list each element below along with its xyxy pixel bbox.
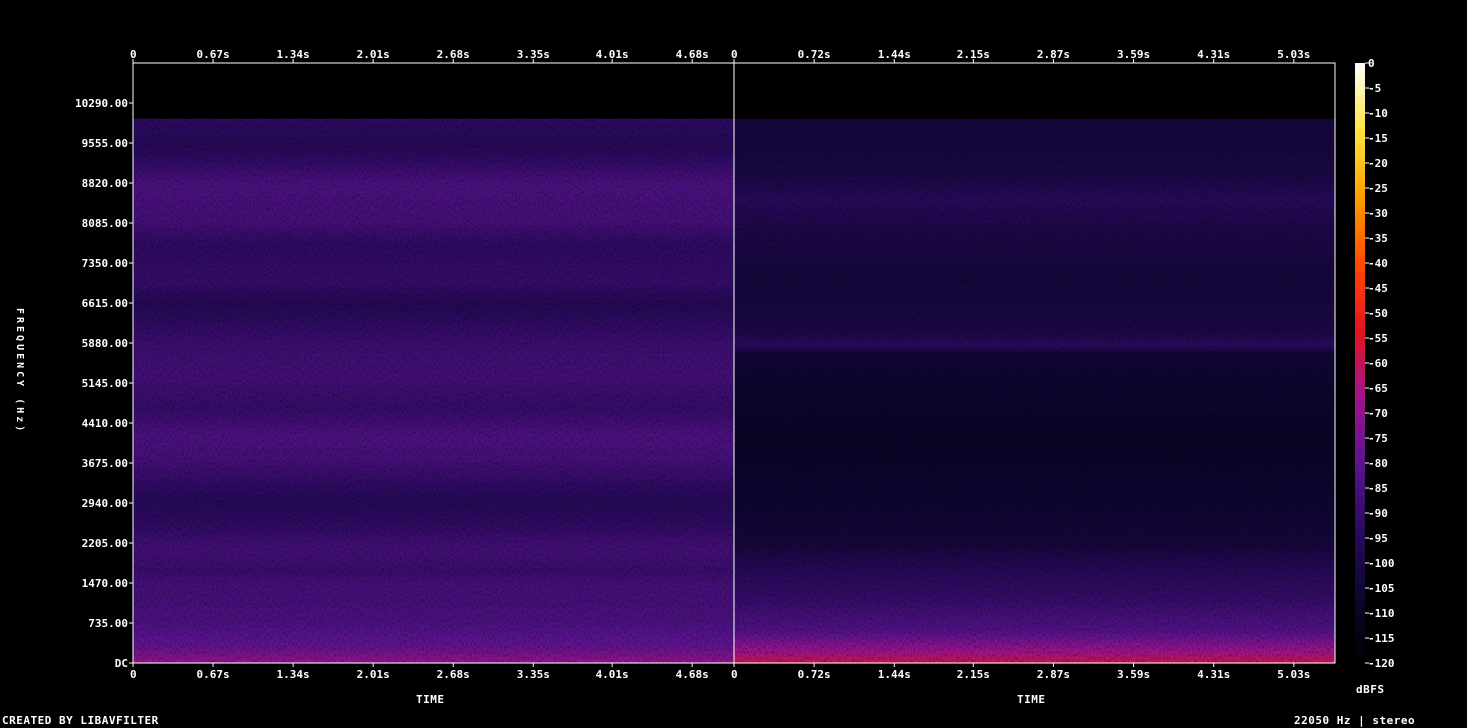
freq-tick-label: 7350.00	[82, 257, 128, 270]
colorbar-tick-label: -55	[1368, 332, 1388, 345]
time-tick-label-bottom: 0	[731, 668, 738, 681]
time-tick-label-top: 3.59s	[1117, 48, 1150, 61]
freq-tick-label: 2205.00	[82, 537, 128, 550]
x-axis-label-left: TIME	[416, 693, 445, 706]
panel-frame	[733, 62, 1336, 664]
time-tick-label-top: 5.03s	[1277, 48, 1310, 61]
time-tick-label-bottom: 3.35s	[517, 668, 550, 681]
time-tick-label-bottom: 4.01s	[596, 668, 629, 681]
freq-tick-label: 2940.00	[82, 497, 128, 510]
time-tick-label-top: 0.72s	[798, 48, 831, 61]
colorbar-tick-label: -75	[1368, 432, 1388, 445]
time-tick-label-top: 4.31s	[1197, 48, 1230, 61]
freq-tick-label: 10290.00	[75, 97, 128, 110]
freq-tick-label: DC	[115, 657, 128, 670]
freq-tick-label: 1470.00	[82, 577, 128, 590]
colorbar-tick-label: -115	[1368, 632, 1395, 645]
time-tick-label-bottom: 5.03s	[1277, 668, 1310, 681]
colorbar-tick-label: -110	[1368, 607, 1395, 620]
time-tick-label-top: 2.01s	[357, 48, 390, 61]
colorbar-tick-label: -15	[1368, 132, 1388, 145]
colorbar-tick-label: -5	[1368, 82, 1381, 95]
colorbar: 0 -5 -10 -15 -20 -25 -30 -35 -40 -45 -50 -55 -60 -65 -…	[1355, 57, 1395, 670]
spectrogram-panel-right	[734, 63, 1335, 664]
colorbar-tick-label: -85	[1368, 482, 1388, 495]
time-tick-label-top: 3.35s	[517, 48, 550, 61]
time-tick-label-bottom: 3.59s	[1117, 668, 1150, 681]
colorbar-tick-label: -25	[1368, 182, 1388, 195]
colorbar-tick-label: -70	[1368, 407, 1388, 420]
time-tick-label-top: 4.68s	[676, 48, 709, 61]
freq-tick-label: 3675.00	[82, 457, 128, 470]
time-tick-label-top: 2.15s	[957, 48, 990, 61]
freq-tick-label: 5880.00	[82, 337, 128, 350]
time-tick-label-bottom: 0.67s	[196, 668, 229, 681]
footer-format: 22050 Hz | stereo	[1294, 714, 1416, 727]
time-tick-label-top: 1.44s	[878, 48, 911, 61]
time-tick-label-bottom: 4.68s	[676, 668, 709, 681]
spectrogram-texture	[734, 118, 1335, 664]
colorbar-tick-label: -105	[1368, 582, 1395, 595]
time-tick-label-top: 1.34s	[277, 48, 310, 61]
colorbar-tick-label: -20	[1368, 157, 1388, 170]
colorbar-tick-label: -60	[1368, 357, 1388, 370]
time-tick-label-top: 2.87s	[1037, 48, 1070, 61]
time-tick-label-top: 0.67s	[196, 48, 229, 61]
freq-tick-label: 8820.00	[82, 177, 128, 190]
time-tick-label-bottom: 1.34s	[277, 668, 310, 681]
colorbar-tick-label: -50	[1368, 307, 1388, 320]
colorbar-tick-label: -40	[1368, 257, 1388, 270]
time-tick-label-top: 2.68s	[437, 48, 470, 61]
colorbar-tick-label: -95	[1368, 532, 1388, 545]
y-axis-label: FREQUENCY (Hz)	[14, 308, 25, 435]
colorbar-tick-label: -45	[1368, 282, 1388, 295]
time-tick-label-top: 0	[130, 48, 137, 61]
footer-credit: CREATED BY LIBAVFILTER	[2, 714, 159, 727]
time-tick-label-top: 0	[731, 48, 738, 61]
freq-tick-label: 4410.00	[82, 417, 128, 430]
freq-tick-label: 735.00	[88, 617, 128, 630]
spectrogram-panel-left	[133, 63, 734, 664]
time-tick-label-top: 4.01s	[596, 48, 629, 61]
colorbar-tick-label: -100	[1368, 557, 1395, 570]
colorbar-tick-label: -65	[1368, 382, 1388, 395]
time-tick-label-bottom: 2.01s	[357, 668, 390, 681]
colorbar-tick-label: -90	[1368, 507, 1388, 520]
colorbar-label: dBFS	[1356, 683, 1385, 696]
time-tick-label-bottom: 0	[130, 668, 137, 681]
time-tick-label-bottom: 1.44s	[878, 668, 911, 681]
time-tick-label-bottom: 2.87s	[1037, 668, 1070, 681]
colorbar-tick-label: -80	[1368, 457, 1388, 470]
time-tick-label-bottom: 4.31s	[1197, 668, 1230, 681]
x-axis-label-right: TIME	[1017, 693, 1046, 706]
time-tick-label-bottom: 2.68s	[437, 668, 470, 681]
colorbar-tick-label: -10	[1368, 107, 1388, 120]
colorbar-tick-label: -35	[1368, 232, 1388, 245]
colorbar-tick-label: -120	[1368, 657, 1395, 670]
colorbar-tick-label: -30	[1368, 207, 1388, 220]
freq-tick-label: 5145.00	[82, 377, 128, 390]
freq-tick-label: 9555.00	[82, 137, 128, 150]
colorbar-gradient	[1355, 63, 1365, 663]
colorbar-tick-label: 0	[1368, 57, 1375, 70]
time-tick-label-bottom: 0.72s	[798, 668, 831, 681]
freq-tick-label: 8085.00	[82, 217, 128, 230]
spectrogram-texture	[133, 118, 734, 664]
freq-tick-label: 6615.00	[82, 297, 128, 310]
time-tick-label-bottom: 2.15s	[957, 668, 990, 681]
